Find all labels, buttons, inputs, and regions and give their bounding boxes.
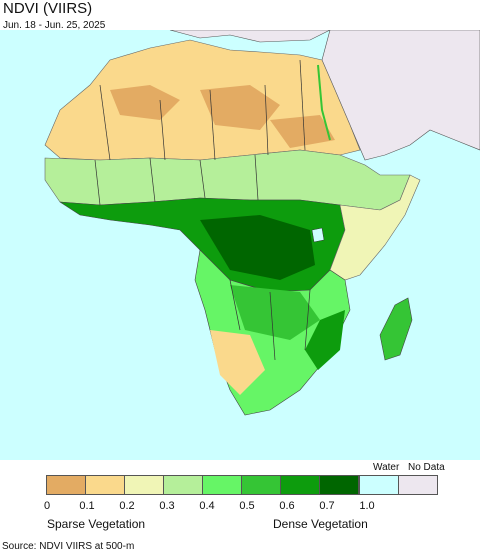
legend-tick: 1.0 — [359, 500, 375, 512]
map-title: NDVI (VIIRS) — [3, 0, 93, 17]
legend-color-bar — [46, 475, 438, 495]
mozambique-coast — [305, 310, 345, 370]
legend-tick: 0.6 — [279, 500, 295, 512]
legend-swatch-4 — [202, 475, 242, 495]
legend-swatch-water — [359, 475, 399, 495]
legend-swatch-0 — [46, 475, 86, 495]
miombo-zone — [230, 285, 320, 340]
legend-tick: 0.5 — [239, 500, 255, 512]
horn-of-africa — [329, 174, 421, 281]
legend-swatch-nodata — [398, 475, 438, 495]
legend-nodata-label: No Data — [408, 462, 445, 473]
legend-tick: 0.3 — [159, 500, 175, 512]
desert-patch-2 — [200, 85, 280, 130]
legend-tick: 0.7 — [319, 500, 335, 512]
legend-swatch-1 — [85, 475, 125, 495]
legend-swatch-5 — [241, 475, 281, 495]
country-borders — [94, 59, 311, 361]
legend-tick: 0.4 — [199, 500, 215, 512]
desert-patch-1 — [110, 85, 180, 120]
desert-patch-3 — [270, 115, 335, 148]
legend-water-label: Water — [373, 462, 400, 473]
nile-valley — [317, 64, 331, 141]
dense-vegetation-caption: Dense Vegetation — [273, 517, 368, 531]
lake-victoria — [311, 227, 325, 243]
kalahari — [210, 330, 265, 395]
congo-basin — [200, 215, 315, 280]
madagascar — [379, 297, 413, 361]
ndvi-map — [0, 30, 480, 460]
date-range: Jun. 18 - Jun. 25, 2025 — [3, 20, 106, 31]
source-note: Source: NDVI VIIRS at 500-m — [2, 541, 135, 552]
sparse-vegetation-caption: Sparse Vegetation — [47, 517, 146, 531]
legend-swatch-3 — [163, 475, 203, 495]
legend-swatch-6 — [280, 475, 320, 495]
europe-landmass — [169, 30, 331, 43]
legend-tick: 0.1 — [79, 500, 95, 512]
legend-tick: 0 — [43, 500, 51, 512]
legend-swatch-7 — [319, 475, 359, 495]
legend-swatch-2 — [124, 475, 164, 495]
legend-tick: 0.2 — [119, 500, 135, 512]
